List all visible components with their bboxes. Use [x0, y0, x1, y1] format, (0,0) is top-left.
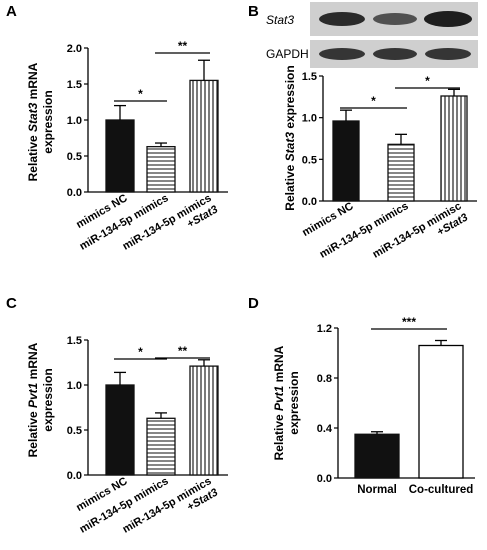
significance-label: *** — [402, 315, 416, 329]
y-axis-label-part: Pvt1 — [272, 385, 286, 411]
y-tick-label: 1.5 — [67, 335, 82, 347]
chart-panel-d: D 0.0 0.4 0.8 1.2 Relative Pvt1 mRNAexpressio… — [248, 295, 475, 496]
y-tick-label: 0.0 — [302, 196, 317, 208]
category-label: miR-134-5p mimics+Stat3 — [121, 192, 220, 264]
y-tick-label: 1.0 — [67, 380, 82, 392]
significance-label: * — [425, 74, 430, 88]
bar — [440, 95, 468, 202]
y-tick-label: 2.0 — [67, 43, 82, 55]
panel-label: C — [6, 295, 17, 312]
y-tick-label: 1.2 — [317, 323, 332, 335]
category-label: Co-cultured — [409, 484, 474, 496]
panel-label: B — [248, 3, 259, 20]
y-tick-label: 0.5 — [67, 151, 82, 163]
bar — [189, 365, 219, 476]
blot-stat3-band-3 — [424, 11, 472, 27]
category-label: miR-134-5p mimics — [318, 200, 411, 261]
bar — [105, 119, 135, 193]
significance-label: ** — [178, 344, 188, 358]
chart-panel-a: A 0.0 0.5 1.0 1.5 2.0 Relative Stat3 mRNAexpre… — [6, 3, 228, 264]
y-tick-label: 0.0 — [67, 470, 82, 482]
y-tick-label: 0.0 — [317, 473, 332, 485]
bar — [105, 384, 135, 476]
blot-gapdh-band-2 — [373, 48, 417, 60]
bar — [146, 145, 176, 193]
y-axis-label-part: Relative — [26, 408, 40, 457]
panel-label: A — [6, 3, 17, 20]
y-axis-label-line2: expression — [41, 90, 55, 153]
bar — [354, 433, 400, 479]
y-axis-label-part: Stat3 — [283, 132, 297, 162]
y-tick-label: 1.0 — [67, 115, 82, 127]
y-axis-label-part: Relative — [26, 132, 40, 181]
y-axis-label-part: Pvt1 — [26, 382, 40, 408]
y-axis-label: Relative Pvt1 mRNA — [272, 345, 286, 460]
bar — [387, 143, 415, 202]
blot-stat3-band-1 — [319, 12, 365, 26]
category-label: Normal — [357, 484, 397, 496]
bar — [418, 344, 464, 479]
significance-label: * — [138, 87, 143, 101]
y-tick-label: 1.5 — [302, 71, 317, 83]
category-label: miR-134-5p mimics+Stat3 — [121, 475, 220, 547]
y-tick-label: 0.5 — [67, 425, 82, 437]
category-label-line: miR-134-5p mimics — [318, 200, 411, 261]
y-axis-label: Relative Stat3 mRNA — [26, 62, 40, 181]
y-tick-label: 1.0 — [302, 113, 317, 125]
y-axis-label-part: mRNA — [26, 342, 40, 382]
y-tick-label: 0.8 — [317, 373, 332, 385]
y-tick-label: 0.0 — [67, 187, 82, 199]
blot-label-gapdh: GAPDH — [266, 47, 309, 61]
y-axis-label-part: expression — [283, 65, 297, 132]
y-axis-label-part: mRNA — [272, 345, 286, 385]
chart-panel-c: C 0.0 0.5 1.0 1.5 Relative Pvt1 mRNAexpressio… — [6, 295, 228, 547]
y-tick-label: 0.4 — [317, 423, 333, 435]
significance-label: ** — [178, 39, 188, 53]
blot-gapdh-band-3 — [425, 48, 471, 60]
significance-label: * — [138, 345, 143, 359]
blot-gapdh-band-1 — [319, 48, 365, 60]
western-blot: Stat3 GAPDH — [266, 2, 478, 68]
y-axis-label-part: Relative — [272, 411, 286, 460]
significance-label: * — [371, 94, 376, 108]
blot-label-stat3: Stat3 — [266, 13, 294, 27]
y-tick-label: 0.5 — [302, 154, 317, 166]
y-axis-label-part: Stat3 — [26, 102, 40, 132]
bar — [189, 79, 219, 193]
y-axis-label: Relative Pvt1 mRNA — [26, 342, 40, 457]
y-axis-label: Relative Stat3 expression — [283, 65, 297, 210]
panel-label: D — [248, 295, 259, 312]
y-axis-label-part: Relative — [283, 161, 297, 210]
bar — [332, 120, 360, 202]
bar — [146, 417, 176, 476]
y-axis-label-line2: expression — [41, 368, 55, 431]
blot-stat3-band-2 — [373, 13, 417, 25]
y-tick-label: 1.5 — [67, 79, 82, 91]
y-axis-label-part: mRNA — [26, 62, 40, 102]
y-axis-label-line2: expression — [287, 371, 301, 434]
